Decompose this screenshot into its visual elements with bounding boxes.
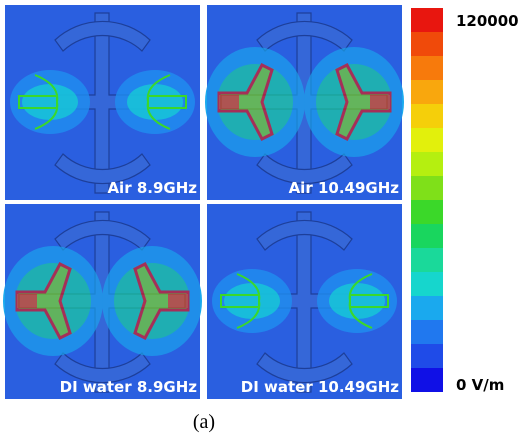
panel: DI water 8.9GHz (1, 203, 204, 400)
caption: (a) (193, 411, 215, 433)
panel-label: Air 8.9GHz (107, 179, 197, 197)
panel: DI water 10.49GHz (206, 203, 403, 400)
panel-label: DI water 8.9GHz (60, 378, 198, 396)
panel-label: DI water 10.49GHz (241, 378, 400, 396)
panel: Air 10.49GHz (203, 4, 406, 201)
panel-label: Air 10.49GHz (289, 179, 400, 197)
colorbar (411, 8, 443, 392)
colorbar-max-label: 120000 (456, 12, 519, 30)
colorbar-min-label: 0 V/m (456, 376, 504, 394)
panel: Air 8.9GHz (4, 4, 201, 201)
